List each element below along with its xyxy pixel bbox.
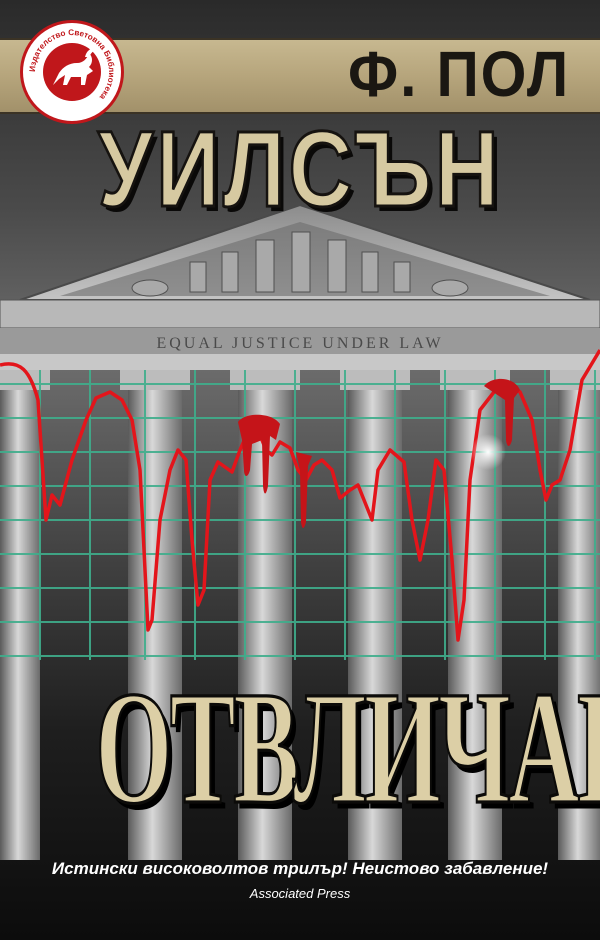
author-last-name: УИЛСЪН xyxy=(97,108,503,229)
ekg-grid xyxy=(0,370,600,660)
pediment-sculptures xyxy=(131,231,469,297)
blood-drips xyxy=(238,378,520,528)
book-title: ОТВЛИЧАНЕ xyxy=(94,657,600,840)
publisher-logo: Издателство Световна Библиотека xyxy=(20,20,124,124)
quote-attribution: Associated Press xyxy=(249,886,351,901)
publisher-logo-graphic: Издателство Световна Библиотека xyxy=(28,28,117,116)
entablature xyxy=(0,299,600,329)
goat-icon xyxy=(53,53,93,85)
author-first-name: Ф. ПОЛ xyxy=(348,38,570,110)
light-flare xyxy=(470,434,506,470)
building-inscription: EQUAL JUSTICE UNDER LAW xyxy=(156,335,443,352)
tagline: Истински високоволтов трилър! Неистово з… xyxy=(51,859,549,878)
